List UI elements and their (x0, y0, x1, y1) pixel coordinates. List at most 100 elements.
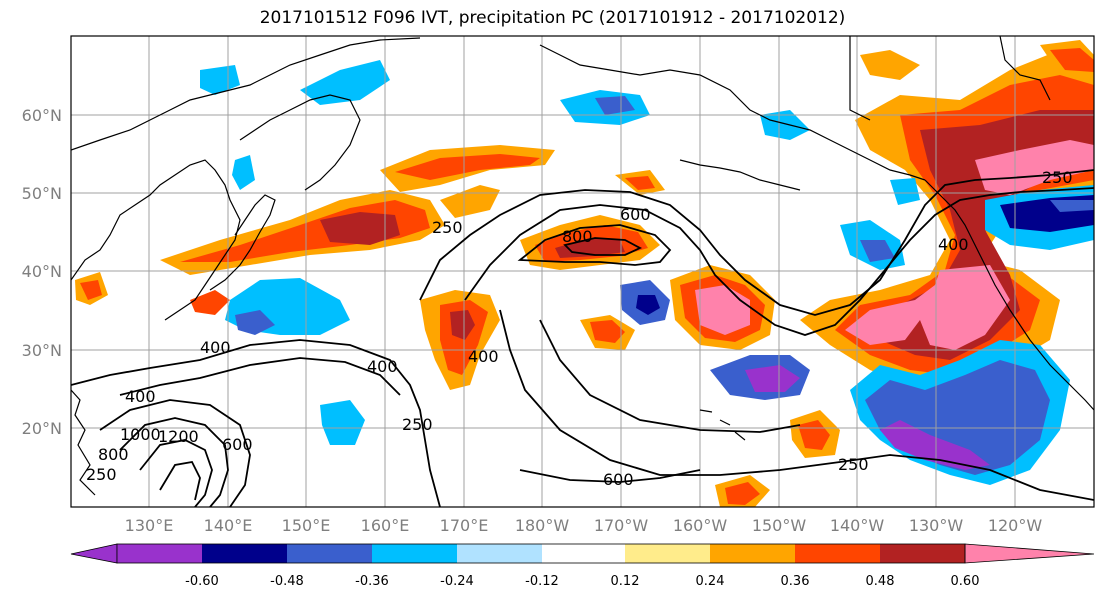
lat-label: 20°N (22, 419, 62, 438)
colorbar-segment (117, 544, 202, 563)
lon-label: 140°E (204, 516, 253, 535)
lon-label: 150°W (752, 516, 807, 535)
lat-label: 40°N (22, 262, 62, 281)
coast-philippines (71, 389, 96, 496)
colorbar-tick-label: -0.36 (355, 574, 389, 589)
contour-label-400-b: 400 (200, 338, 231, 357)
latitude-labels: 60°N 50°N 40°N 30°N 20°N (22, 106, 62, 438)
contour-label-400-a: 400 (938, 235, 969, 254)
contour-label-250-b: 250 (1042, 168, 1073, 187)
contour-labels: 250 800 600 400 250 400 400 400 1200 100… (86, 168, 1073, 489)
lon-label: 150°E (282, 516, 331, 535)
shade-negative-north6 (890, 178, 920, 205)
shade-positive-north9 (860, 50, 920, 80)
contour-label-400-d: 400 (125, 387, 156, 406)
colorbar-tick-label: 0.36 (781, 574, 810, 589)
shade-positive-na-pink (845, 140, 1094, 350)
coast-na-west (924, 179, 1094, 411)
contour-label-400-c: 400 (367, 357, 398, 376)
colorbar-tick-label: -0.60 (185, 574, 219, 589)
shade-positive-170-dark (450, 310, 475, 340)
shade-negative-central-dark (636, 295, 660, 315)
contour-label-600-a: 600 (620, 205, 651, 224)
lon-label: 140°W (830, 516, 885, 535)
lon-label: 170°W (594, 516, 649, 535)
contour-label-250-d: 250 (838, 455, 869, 474)
shade-positive-north8-red (625, 176, 655, 190)
colorbar-extend-left (70, 543, 118, 564)
shade-positive-north10-red (1050, 48, 1094, 72)
contour-label-800-b: 800 (98, 445, 129, 464)
shade-positive-japan (190, 290, 230, 315)
lon-label: 180°W (515, 516, 570, 535)
colorbar-segment (372, 544, 457, 563)
coast-alaska (539, 44, 926, 181)
contour-label-600-c: 600 (603, 470, 634, 489)
shade-negative-north5-mid (860, 240, 895, 262)
shade-positive-north-band-red (395, 154, 540, 180)
contour-label-800: 800 (562, 227, 593, 246)
shade-positive-west-red (80, 280, 102, 300)
coast-asia (71, 37, 421, 321)
shade-negative-coast-mid (1050, 200, 1094, 212)
shade-positive-bottom-red (725, 482, 760, 505)
contour-800-inner (563, 237, 643, 256)
colorbar-segment (202, 544, 287, 563)
coastlines (71, 36, 1094, 496)
lon-label: 160°W (673, 516, 728, 535)
shade-negative-north2 (300, 60, 390, 105)
lon-label: 170°E (440, 516, 489, 535)
shade-positive-south-red (590, 320, 625, 343)
contour-low-2 (119, 417, 229, 507)
contour-250-south (71, 339, 441, 507)
contour-250-north (419, 169, 1094, 316)
colorbar-tick-label: 0.60 (951, 574, 980, 589)
ivt-contours (71, 169, 1094, 507)
lon-label: 130°W (909, 516, 964, 535)
colorbar-segment (287, 544, 372, 563)
colorbar: -0.60 -0.48 -0.36 -0.24 -0.12 0.12 0.24 … (70, 543, 1095, 589)
precipitation-shading (75, 40, 1094, 507)
colorbar-segment (880, 544, 965, 563)
colorbar-segment (625, 544, 710, 563)
contour-250-se (499, 309, 1094, 501)
colorbar-segment (795, 544, 880, 563)
contour-low-4 (159, 460, 201, 501)
colorbar-border (116, 543, 966, 564)
colorbar-tick-label: -0.24 (440, 574, 474, 589)
colorbar-tick-label: -0.12 (525, 574, 559, 589)
lon-label: 120°W (988, 516, 1043, 535)
contour-low-1 (99, 399, 251, 507)
page-title: 2017101512 F096 IVT, precipitation PC (2… (259, 8, 846, 28)
contour-label-400-e: 400 (468, 347, 499, 366)
colorbar-tick-label: 0.24 (696, 574, 725, 589)
contour-400-west (119, 357, 401, 396)
contour-low-3 (139, 439, 213, 507)
contour-400-south (539, 319, 801, 433)
colorbar-segment (457, 544, 542, 563)
shade-negative-north3-mid (595, 96, 635, 115)
contour-600-inner (517, 224, 672, 266)
lat-label: 50°N (22, 184, 62, 203)
lat-label: 30°N (22, 341, 62, 360)
shade-negative-north4 (760, 110, 810, 140)
shade-negative-hi-purple (745, 365, 800, 392)
coast-japan (209, 194, 276, 291)
map-border (70, 35, 1095, 508)
colorbar-extend-right (964, 543, 1095, 564)
shade-negative-japan-mid (235, 310, 275, 335)
contour-label-250-a: 250 (432, 218, 463, 237)
colorbar-tick-label: 0.12 (611, 574, 640, 589)
contour-400-ring (464, 187, 1094, 336)
contour-label-250-e: 250 (86, 465, 117, 484)
shade-negative-north1 (200, 65, 240, 95)
contour-label-600-b: 600 (222, 435, 253, 454)
lon-label: 130°E (125, 516, 174, 535)
lat-label: 60°N (22, 106, 62, 125)
shade-positive-nw-band-dark (320, 212, 400, 245)
coast-aleutians (679, 159, 801, 191)
colorbar-segment (542, 544, 625, 563)
longitude-labels: 130°E 140°E 150°E 160°E 170°E 180°W 170°… (125, 516, 1043, 535)
contour-label-250-c: 250 (402, 415, 433, 434)
